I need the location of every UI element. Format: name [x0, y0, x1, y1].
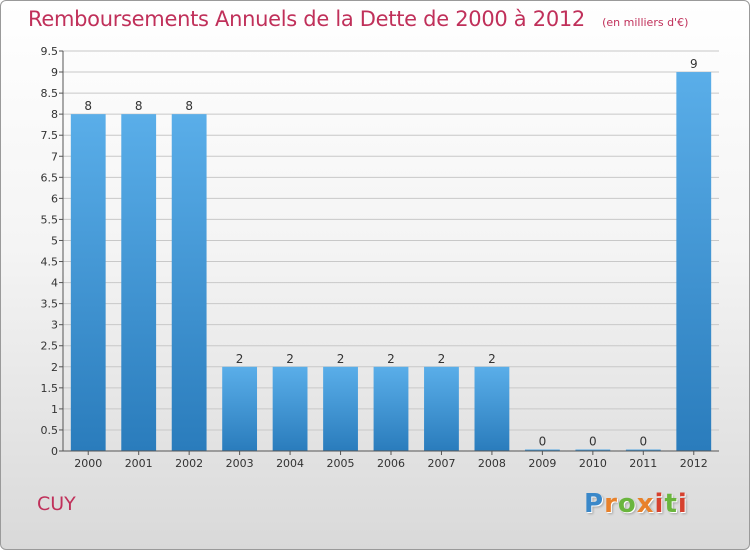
x-tick-label: 2003 [226, 457, 254, 470]
axes [59, 50, 719, 455]
x-tick-label: 2006 [377, 457, 405, 470]
chart-title: Remboursements Annuels de la Dette de 20… [28, 7, 585, 31]
data-label: 8 [135, 99, 143, 113]
labels: 0 0.5 1 1.5 2 2.5 3 3.5 4 4.5 5 5.5 6 6.5 7 7.5 8 8.5 9 9.5… [41, 45, 708, 470]
y-tick-label: 5 [51, 234, 58, 247]
data-label: 0 [539, 435, 547, 449]
data-label: 0 [589, 435, 597, 449]
y-tick-label: 9 [51, 66, 58, 79]
y-tick-label: 3.5 [41, 298, 59, 311]
brand-logo: Proxiti [584, 489, 688, 519]
y-tick-label: 0.5 [41, 424, 59, 437]
data-label: 9 [690, 57, 698, 71]
x-tick-label: 2002 [175, 457, 203, 470]
bars [70, 72, 712, 451]
x-tick-label: 2010 [579, 457, 607, 470]
y-tick-label: 8.5 [41, 87, 59, 100]
x-tick-label: 2000 [74, 457, 102, 470]
bar-2003 [222, 366, 258, 451]
x-tick-label: 2001 [125, 457, 153, 470]
y-tick-label: 3 [51, 319, 58, 332]
bar-2005 [323, 366, 358, 451]
x-tick-label: 2004 [276, 457, 304, 470]
data-label: 8 [185, 99, 193, 113]
y-tick-label: 5.5 [41, 213, 59, 226]
x-tick-label: 2012 [680, 457, 708, 470]
data-label: 2 [488, 352, 496, 366]
x-tick-label: 2005 [327, 457, 355, 470]
bar-2001 [121, 114, 157, 451]
y-tick-label: 0 [51, 445, 58, 458]
bar-2007 [424, 366, 459, 451]
chart-subtitle: (en milliers d'€) [602, 16, 689, 29]
data-label: 2 [387, 352, 395, 366]
bar-2006 [373, 366, 409, 451]
bar-2009 [524, 449, 560, 451]
y-tick-label: 2 [51, 361, 58, 374]
x-tick-label: 2008 [478, 457, 506, 470]
data-label: 2 [438, 352, 446, 366]
x-tick-label: 2009 [528, 457, 556, 470]
y-tick-label: 7 [51, 150, 58, 163]
y-tick-label: 1 [51, 403, 58, 416]
data-label: 2 [337, 352, 345, 366]
y-tick-label: 1.5 [41, 382, 59, 395]
y-tick-label: 8 [51, 108, 58, 121]
y-tick-label: 6.5 [41, 171, 59, 184]
bar-2010 [575, 449, 611, 451]
y-tick-label: 6 [51, 192, 58, 205]
data-label: 2 [236, 352, 244, 366]
bar-2002 [171, 114, 207, 451]
data-label: 0 [639, 435, 647, 449]
y-tick-label: 4.5 [41, 256, 59, 269]
data-label: 2 [286, 352, 294, 366]
data-label: 8 [84, 99, 92, 113]
bar-2004 [272, 366, 308, 451]
y-tick-label: 9.5 [41, 45, 59, 58]
bar-2011 [625, 449, 661, 451]
title-row: Remboursements Annuels de la Dette de 20… [28, 7, 688, 31]
y-tick-label: 2.5 [41, 340, 59, 353]
y-tick-label: 4 [51, 277, 58, 290]
bar-2000 [70, 114, 106, 451]
bar-2012 [676, 72, 712, 451]
place-name: CUY [37, 493, 76, 515]
x-tick-label: 2007 [427, 457, 455, 470]
x-tick-label: 2011 [629, 457, 657, 470]
bar-2008 [474, 366, 510, 451]
y-tick-label: 7.5 [41, 129, 59, 142]
